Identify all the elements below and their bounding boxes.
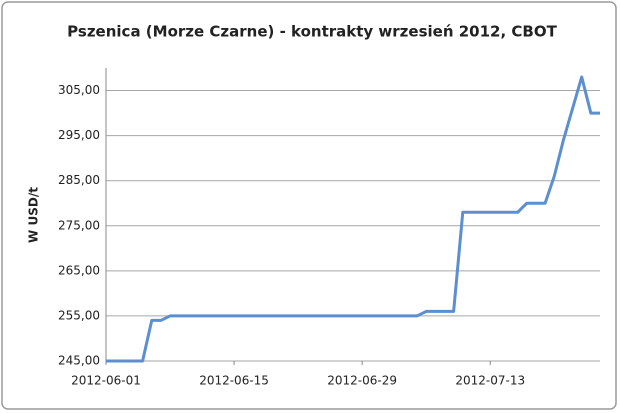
y-axis-label: W USD/t: [27, 187, 41, 243]
y-tick-label: 295,00: [58, 128, 100, 142]
y-tick-label: 275,00: [58, 218, 100, 232]
data-line: [106, 75, 600, 363]
y-tick-label: 285,00: [58, 173, 100, 187]
x-tick-label: 2012-06-01: [71, 374, 141, 388]
y-tick-label: 305,00: [58, 83, 100, 97]
y-tick-label: 265,00: [58, 263, 100, 277]
x-tick-label: 2012-07-13: [455, 374, 525, 388]
y-tick-label: 245,00: [58, 354, 100, 368]
y-tick-label: 255,00: [58, 308, 100, 322]
x-tick-label: 2012-06-29: [327, 374, 397, 388]
chart-title: Pszenica (Morze Czarne) - kontrakty wrze…: [67, 23, 557, 41]
x-tick-label: 2012-06-15: [199, 374, 269, 388]
